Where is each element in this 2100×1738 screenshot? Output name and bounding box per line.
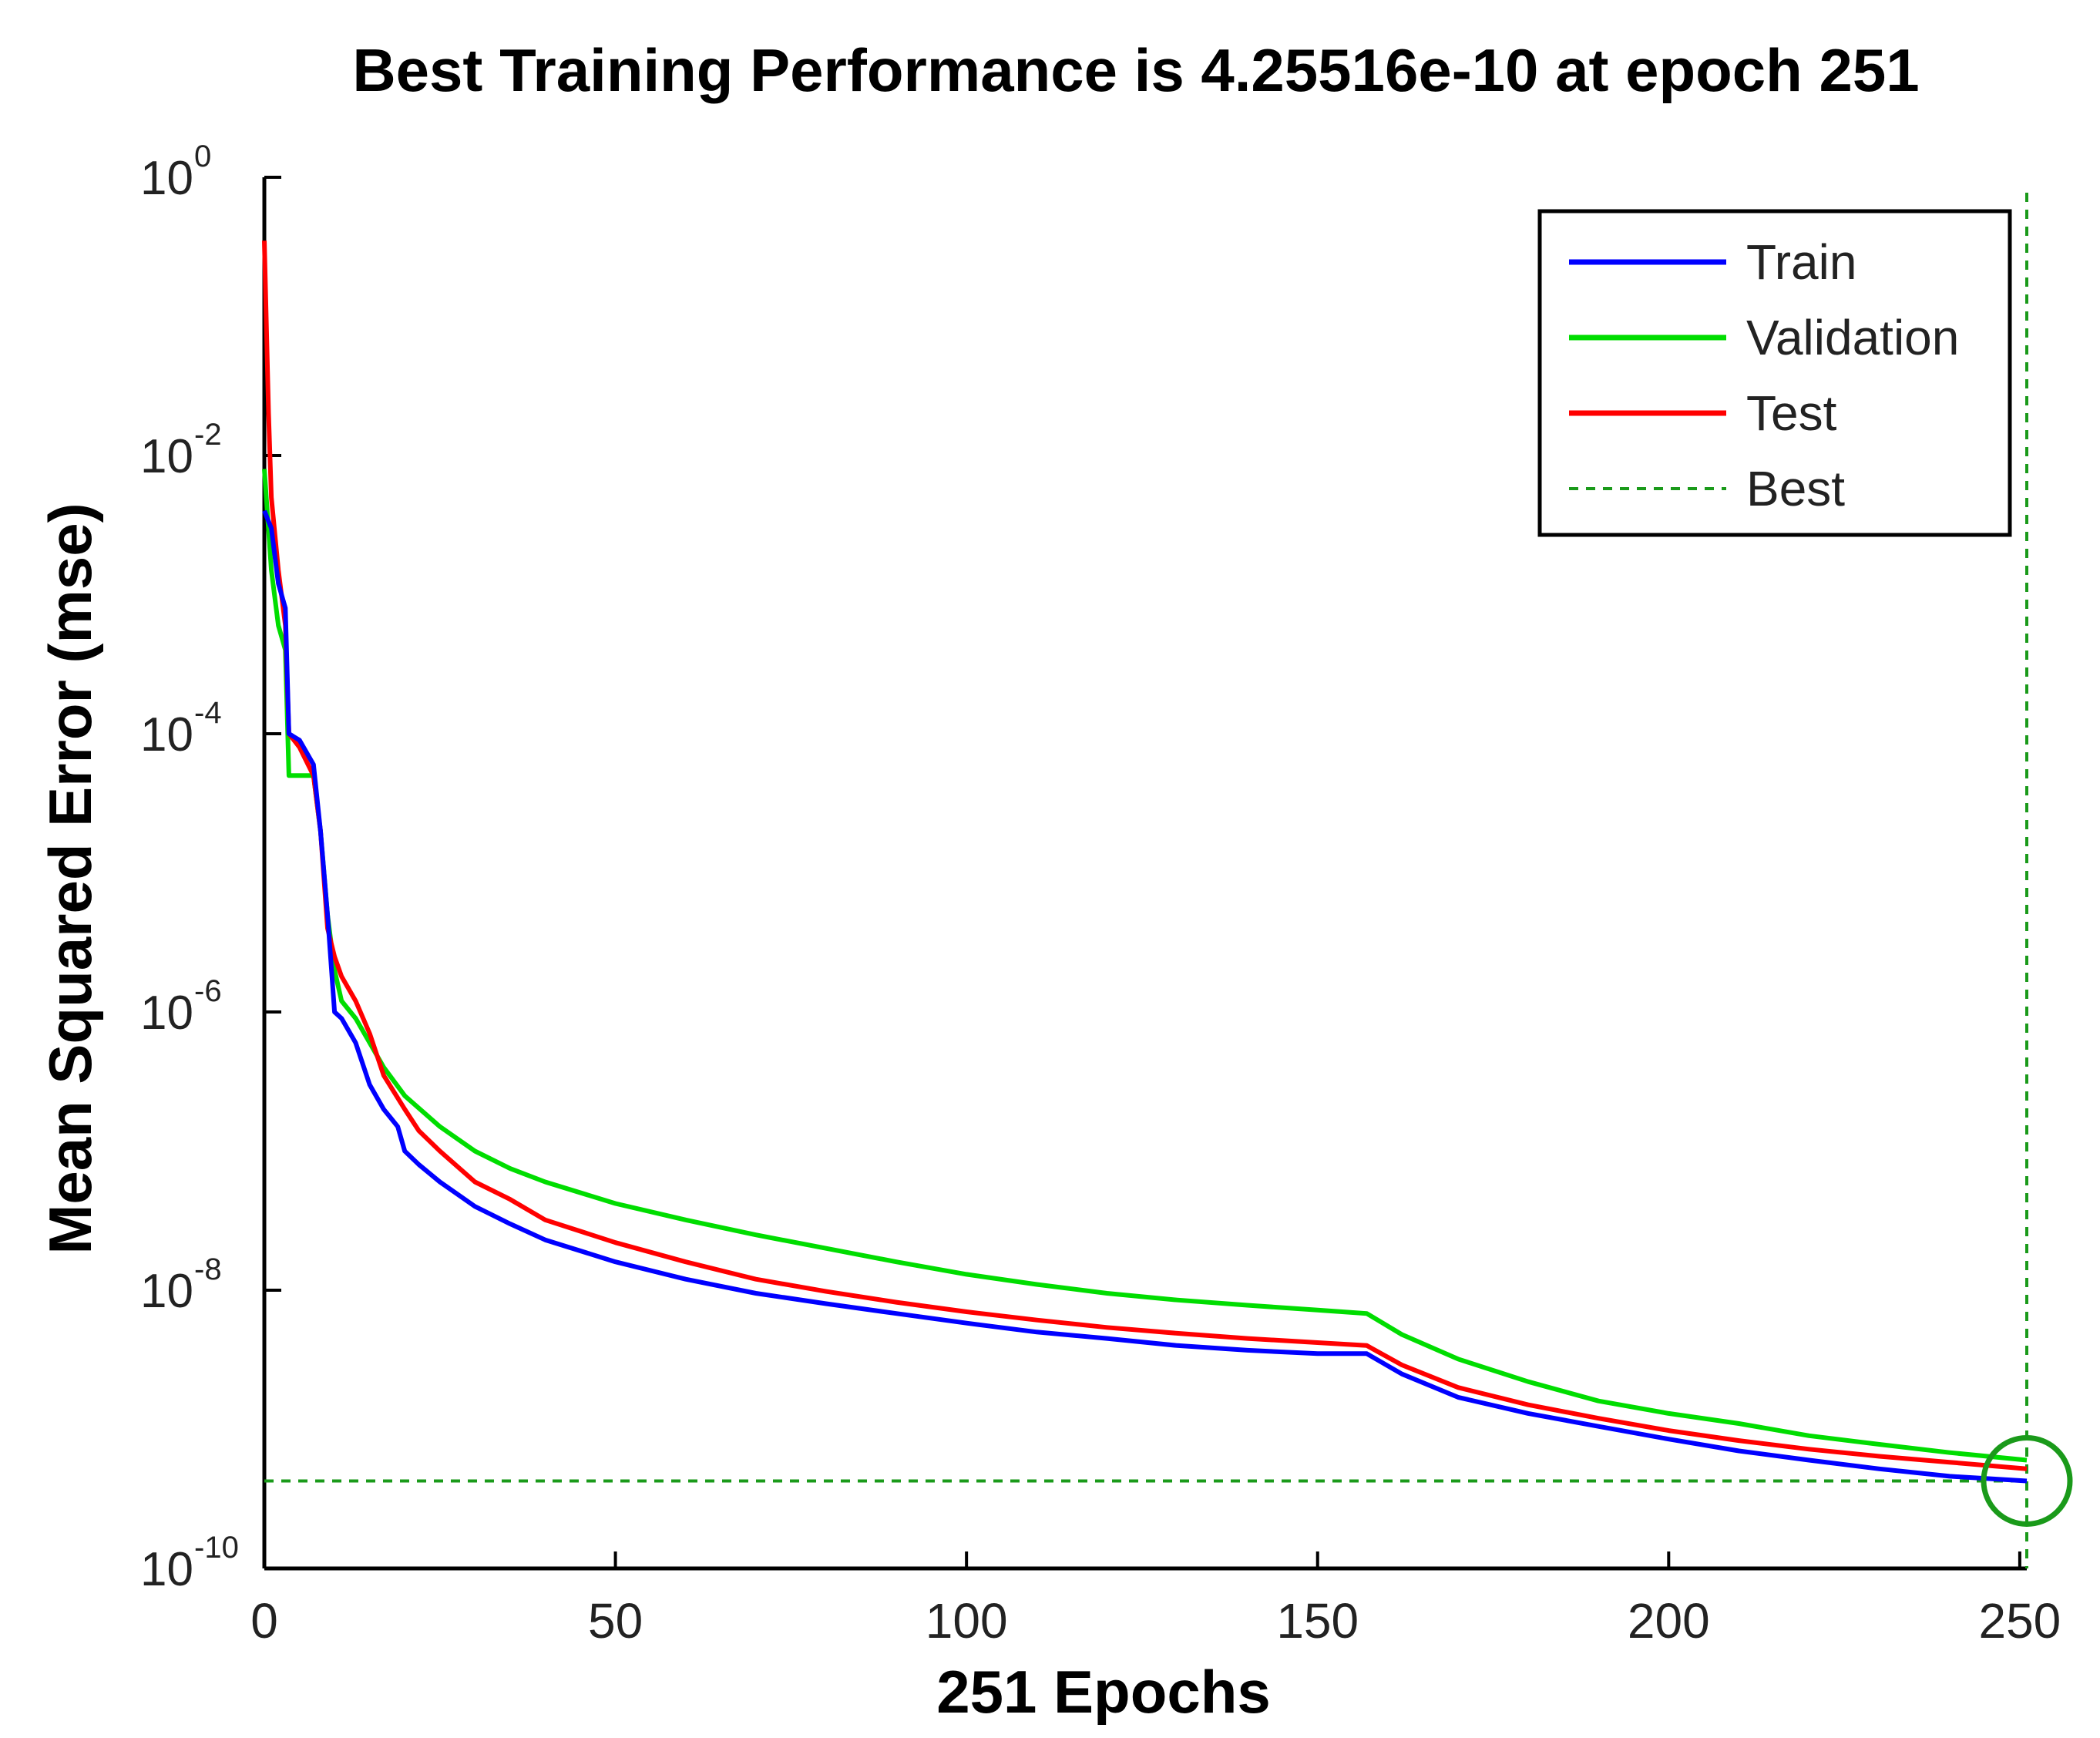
y-tick-label-base: 10: [140, 1543, 193, 1596]
x-tick-label: 100: [926, 1593, 1008, 1649]
y-tick-label-exponent: 0: [194, 140, 211, 173]
y-tick-label-base: 10: [140, 430, 193, 483]
y-tick-label-exponent: -10: [194, 1531, 239, 1565]
y-tick-label-exponent: -2: [194, 418, 222, 452]
x-ticks: 0 50 100 150 200 250: [250, 1551, 2061, 1649]
y-tick-label-exponent: -6: [194, 974, 222, 1008]
best-reference-lines: [264, 193, 2028, 1568]
y-tick-label-base: 10: [140, 1265, 193, 1318]
x-tick-label: 0: [250, 1593, 278, 1649]
legend-label-validation: Validation: [1746, 310, 1959, 365]
x-tick-label: 250: [1978, 1593, 2061, 1649]
legend-label-best: Best: [1746, 461, 1845, 516]
legend-box: [1537, 209, 2012, 537]
best-point-marker: [1981, 1434, 2073, 1527]
y-tick-label-base: 10: [140, 152, 193, 205]
x-tick-label: 50: [588, 1593, 643, 1649]
legend-label-train: Train: [1746, 234, 1856, 290]
x-tick-label: 150: [1276, 1593, 1359, 1649]
series-lines: [262, 240, 2028, 1484]
legend-label-test: Test: [1746, 385, 1837, 441]
series-line-train: [262, 509, 2028, 1484]
x-axis-label: 251 Epochs: [936, 1658, 1271, 1726]
y-tick-label-exponent: -8: [194, 1252, 222, 1286]
y-tick-label-exponent: -4: [194, 696, 222, 730]
legend: Train Validation Test Best: [1537, 209, 2012, 537]
chart-title: Best Training Performance is 4.25516e-10…: [352, 36, 1919, 104]
y-tick-label-base: 10: [140, 987, 193, 1040]
series-line-validation: [262, 469, 2028, 1463]
x-tick-label: 200: [1628, 1593, 1710, 1649]
y-tick-label-base: 10: [140, 708, 193, 761]
y-axis-label: Mean Squared Error (mse): [36, 503, 104, 1254]
